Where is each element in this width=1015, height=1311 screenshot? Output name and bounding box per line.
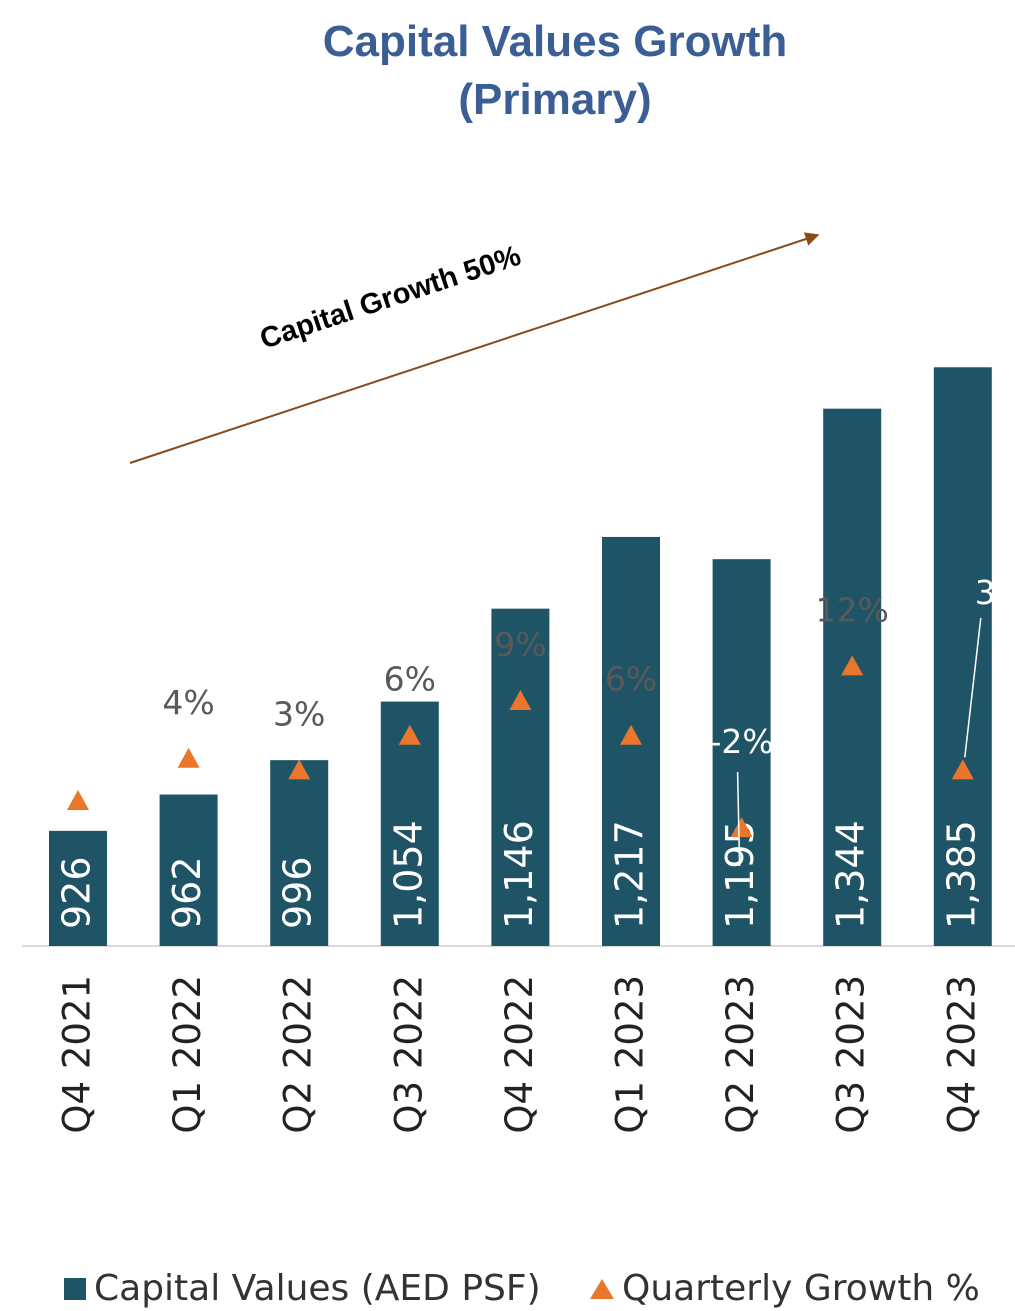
legend-marker-label: Quarterly Growth % — [622, 1268, 980, 1309]
chart-subtitle: (Primary) — [458, 75, 652, 124]
growth-value-label: 3% — [273, 694, 325, 733]
bar — [712, 559, 771, 946]
growth-value-label: -2% — [709, 722, 773, 761]
legend-item-bars: Capital Values (AED PSF) — [64, 1268, 541, 1309]
bar-value-label: 1,344 — [829, 820, 873, 929]
growth-marker — [67, 790, 89, 810]
bar — [159, 794, 218, 946]
legend: Capital Values (AED PSF) Quarterly Growt… — [0, 1268, 1015, 1309]
growth-series: 4% 3% 6% 9% 6% -2% 12% 3% — [67, 573, 1015, 867]
growth-value-label: 6% — [384, 660, 436, 699]
label-leader-line — [736, 771, 741, 867]
x-tick-label: Q4 2023 — [940, 975, 983, 1134]
bar — [491, 608, 550, 946]
x-tick-label: Q1 2022 — [166, 975, 209, 1134]
x-tick-label: Q4 2022 — [498, 975, 541, 1134]
bar — [270, 760, 329, 946]
x-axis-labels: Q4 2021 Q1 2022 Q2 2022 Q3 2022 Q4 2022 Q1 20… — [56, 975, 984, 1134]
legend-bar-swatch — [64, 1277, 86, 1300]
growth-marker — [398, 724, 421, 745]
legend-bar-label: Capital Values (AED PSF) — [94, 1268, 541, 1309]
growth-value-label: 4% — [162, 683, 214, 722]
x-tick-label: Q3 2022 — [387, 975, 430, 1134]
trend-annotation: Capital Growth 50% — [256, 240, 525, 356]
growth-value-label: 6% — [605, 660, 657, 699]
growth-marker — [177, 747, 200, 768]
x-tick-label: Q2 2022 — [277, 975, 320, 1134]
growth-marker — [288, 759, 311, 780]
trend-arrow: Capital Growth 50% — [129, 232, 820, 464]
bar-value-label: 996 — [276, 856, 320, 929]
x-tick-label: Q2 2023 — [719, 975, 762, 1134]
bar — [49, 830, 107, 946]
x-tick-label: Q4 2021 — [56, 975, 99, 1134]
bar-value-label: 962 — [165, 856, 209, 929]
label-leader-line — [964, 617, 982, 758]
growth-value-label: 9% — [494, 625, 546, 664]
bar-value-label: 1,217 — [608, 820, 652, 929]
growth-value-label: 12% — [816, 590, 889, 629]
bar-value-label: 1,195 — [718, 820, 762, 929]
bar — [823, 408, 882, 946]
chart-title: Capital Values Growth — [322, 17, 788, 66]
growth-marker — [509, 690, 532, 711]
growth-marker — [620, 724, 642, 745]
growth-marker — [730, 817, 753, 838]
bar — [933, 367, 992, 946]
x-tick-label: Q3 2023 — [830, 975, 873, 1134]
growth-marker — [841, 655, 864, 676]
growth-value-label: 3% — [975, 573, 1015, 612]
bar-value-label: 926 — [55, 856, 99, 929]
x-tick-label: Q1 2023 — [609, 975, 652, 1134]
triangle-icon — [590, 1278, 614, 1299]
growth-marker — [951, 759, 974, 780]
bar-series: 926 962 996 1,054 1,146 1,217 1,195 1,344 1,385 — [49, 367, 992, 946]
bar-value-label: 1,385 — [939, 820, 983, 929]
bar-value-label: 1,146 — [497, 820, 541, 929]
bar-value-label: 1,054 — [386, 820, 430, 929]
legend-item-growth: Quarterly Growth % — [590, 1268, 980, 1309]
